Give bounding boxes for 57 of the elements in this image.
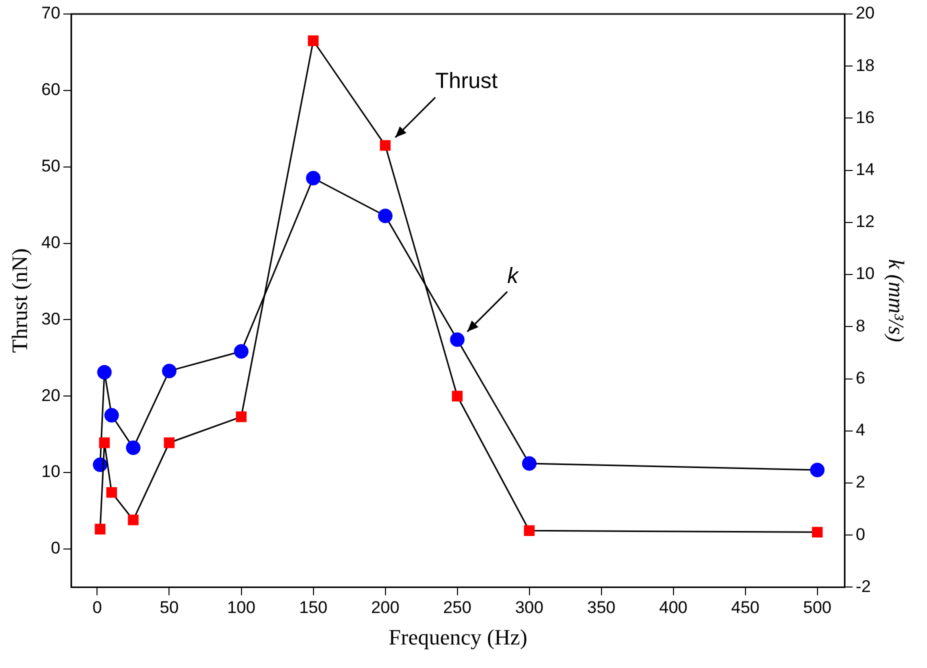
y2-tick-label: 6 [856, 368, 866, 388]
y2-tick-label: 20 [856, 4, 875, 23]
y2-axis-title: k (mm³/s) [884, 259, 910, 342]
point [126, 440, 140, 456]
y-tick-label: 60 [41, 80, 60, 100]
y2-tick-label: 0 [856, 524, 866, 544]
point [97, 365, 112, 380]
point [128, 514, 139, 526]
y-tick-label: 40 [41, 232, 60, 252]
x-tick-label: 450 [731, 598, 760, 618]
x-tick-label: 0 [92, 598, 102, 618]
point [812, 526, 823, 538]
point [452, 390, 463, 402]
x-tick-label: 300 [515, 598, 544, 618]
x-tick-label: 500 [803, 598, 832, 618]
y2-tick-label: 16 [856, 108, 875, 127]
point [380, 140, 391, 151]
x-tick-label: 200 [371, 598, 400, 618]
point [106, 487, 117, 498]
point [164, 437, 175, 448]
y2-tick-label: 10 [856, 264, 875, 284]
x-tick-label: 250 [443, 598, 472, 618]
y-tick-label: 30 [41, 309, 60, 328]
point [308, 35, 319, 46]
point [450, 332, 465, 347]
text: k [507, 262, 518, 290]
x-tick-label: 400 [659, 598, 688, 618]
y-tick-label: 10 [41, 462, 60, 482]
y-axis-title: Thrust (nN) [6, 248, 32, 353]
point [524, 525, 535, 536]
point [234, 344, 248, 359]
y2-tick-label: 14 [856, 160, 875, 180]
x-tick-label: 100 [227, 598, 256, 618]
y2-tick-label: 12 [856, 212, 875, 232]
x-tick-label: 150 [299, 598, 328, 618]
point [522, 456, 537, 471]
point [236, 411, 247, 422]
point [810, 462, 825, 478]
y-tick-label: 0 [50, 538, 60, 558]
y-tick-label: 50 [41, 156, 60, 176]
point [104, 408, 119, 422]
point [94, 524, 106, 534]
y-tick-label: 70 [41, 4, 60, 23]
point [378, 208, 393, 224]
y2-tick-label: 18 [856, 56, 875, 75]
text: Thrust [435, 67, 498, 96]
y2-tick-label: 4 [856, 420, 866, 440]
y2-tick-label: 2 [856, 472, 866, 492]
point [162, 364, 176, 378]
x-tick-label: 50 [160, 598, 179, 618]
point [99, 437, 110, 448]
y-tick-label: 20 [41, 386, 60, 405]
x-axis-title: Frequency (Hz) [388, 624, 528, 650]
y2-tick-label: -2 [856, 576, 871, 596]
x-tick-label: 350 [587, 598, 616, 618]
y2-tick-label: 8 [856, 316, 866, 336]
point [306, 170, 321, 186]
